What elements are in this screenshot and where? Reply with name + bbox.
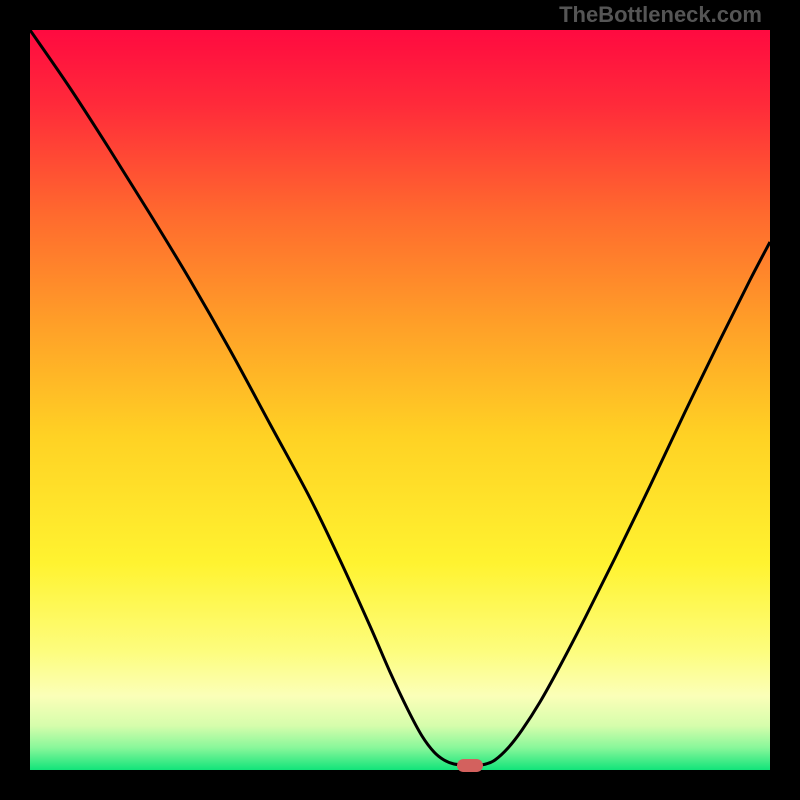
optimal-marker xyxy=(457,759,483,772)
bottleneck-curve xyxy=(30,30,770,770)
chart-container: TheBottleneck.com xyxy=(0,0,800,800)
plot-area xyxy=(30,30,770,770)
site-watermark: TheBottleneck.com xyxy=(559,2,762,28)
frame-border-bottom xyxy=(0,770,800,800)
frame-border-left xyxy=(0,0,30,800)
frame-border-right xyxy=(770,0,800,800)
